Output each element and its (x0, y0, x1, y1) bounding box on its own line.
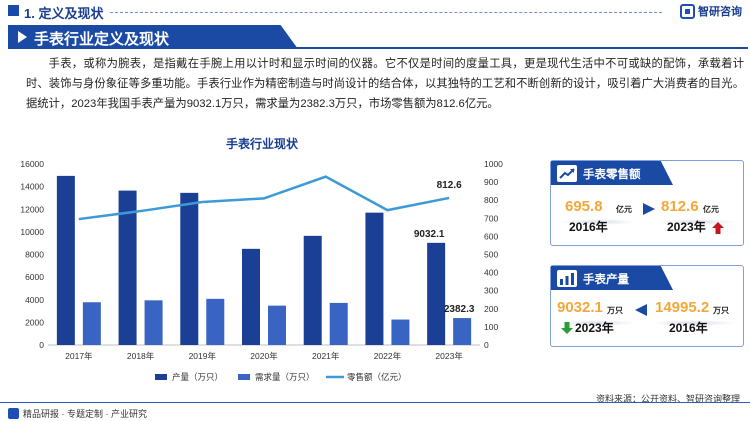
bar-demand (391, 319, 410, 345)
y-left-tick-label: 12000 (20, 204, 44, 214)
footer: 精品研报 · 专题定制 · 产业研究 (0, 402, 750, 421)
brand-name: 智研咨询 (698, 6, 742, 18)
legend-swatch (238, 374, 250, 380)
production-card: 手表产量 9032.1 万只 2023年 14995.2 万只 2016年 (550, 265, 744, 347)
industry-chart: 0 2000 4000 6000 8000 10000 12000 14000 16000 0 10… (20, 159, 503, 382)
section-title: 1. 定义及现状 (24, 6, 104, 21)
bar-production (242, 248, 260, 345)
sales-from-unit: 亿元 (616, 205, 632, 214)
retail-sales-card: 手表零售额 695.8 亿元 2016年 812.6 亿元 2023年 (550, 160, 744, 246)
y-right-tick-label: 800 (484, 195, 498, 205)
footer-divider (0, 402, 750, 403)
brand-mini-icon (8, 408, 19, 419)
brand-logo-icon (680, 3, 695, 19)
y-left-tick-label: 6000 (25, 272, 44, 282)
y-right-tick-label: 700 (484, 213, 498, 223)
bar-demand (144, 300, 163, 345)
x-tick-label: 2018年 (127, 351, 155, 361)
production-to-value: 14995.2 (655, 299, 710, 316)
y-right-tick-label: 400 (484, 268, 498, 278)
y-right-tick-label: 1000 (484, 159, 503, 169)
data-label-retail: 812.6 (437, 180, 462, 191)
legend-swatch (155, 374, 167, 380)
y-left-tick-label: 10000 (20, 227, 44, 237)
footer-tagline: 精品研报 · 专题定制 · 产业研究 (8, 407, 147, 420)
y-right-tick-label: 500 (484, 250, 498, 260)
card-header: 手表零售额 (551, 161, 743, 187)
y-right-tick-label: 100 (484, 322, 498, 332)
x-tick-label: 2023年 (435, 351, 463, 361)
bar-demand (206, 298, 225, 345)
legend-label: 零售额（亿元） (347, 372, 407, 382)
bar-demand (329, 302, 348, 345)
header-divider (110, 12, 662, 13)
sales-to-value: 812.6 (661, 198, 699, 215)
x-tick-label: 2022年 (374, 351, 402, 361)
x-tick-label: 2019年 (189, 351, 217, 361)
y-left-tick-label: 14000 (20, 182, 44, 192)
arrow-down-icon (561, 321, 573, 339)
bar-demand (268, 305, 286, 345)
legend-label: 产量（万只） (172, 372, 223, 382)
y-left-tick-label: 16000 (20, 159, 44, 169)
arrow-left-icon (635, 304, 647, 316)
page-banner: 手表行业定义及现状 (8, 25, 748, 49)
legend-label: 需求量（万只） (255, 372, 315, 382)
card-header: 手表产量 (551, 266, 743, 292)
production-from-value: 9032.1 (557, 299, 603, 316)
bar-production (365, 212, 384, 345)
bar-demand (453, 318, 472, 345)
production-to-unit: 万只 (713, 306, 729, 315)
y-right-tick-label: 900 (484, 177, 498, 187)
y-right-tick-label: 200 (484, 304, 498, 314)
data-label-demand: 2382.3 (444, 304, 475, 315)
arrow-right-icon (643, 203, 655, 215)
x-tick-label: 2017年 (65, 351, 93, 361)
y-right-tick-label: 600 (484, 231, 498, 241)
production-from-year: 2023年 (575, 321, 614, 335)
y-right-tick-label: 300 (484, 286, 498, 296)
brand: 智研咨询 (680, 3, 742, 19)
x-tick-label: 2020年 (250, 351, 278, 361)
banner-background (8, 25, 298, 49)
bar-production (427, 242, 446, 345)
source-note: 资料来源：公开资料、智研咨询整理 (595, 394, 740, 404)
bar-production (118, 190, 137, 345)
bar-production (56, 175, 75, 345)
y-left-tick-label: 2000 (25, 317, 44, 327)
bar-production (303, 235, 322, 345)
chart-title: 手表行业现状 (226, 137, 299, 151)
bar-demand (82, 302, 101, 345)
production-to-year: 2016年 (669, 321, 708, 335)
sales-to-year: 2023年 (667, 220, 706, 234)
top-header: 1. 定义及现状 智研咨询 (0, 0, 750, 22)
card-title: 手表产量 (583, 274, 629, 286)
arrow-up-icon (712, 221, 724, 239)
bar-chart-icon (557, 270, 577, 287)
y-left-tick-label: 8000 (25, 250, 44, 260)
banner-underline (293, 47, 748, 49)
y-right-tick-label: 0 (484, 340, 489, 350)
bar-production (180, 192, 199, 345)
sales-from-value: 695.8 (565, 198, 603, 215)
production-from-unit: 万只 (607, 306, 623, 315)
data-label-production: 9032.1 (414, 229, 445, 240)
sales-from-year: 2016年 (569, 220, 608, 234)
card-title: 手表零售额 (583, 169, 641, 181)
y-left-tick-label: 4000 (25, 295, 44, 305)
intro-paragraph: 手表，或称为腕表，是指戴在手腕上用以计时和显示时间的仪器。它不仅是时间的度量工具… (26, 58, 744, 110)
play-triangle-icon (18, 31, 27, 43)
section-marker (8, 5, 19, 16)
trend-chart-icon (557, 165, 577, 182)
sales-to-unit: 亿元 (703, 205, 719, 214)
x-tick-label: 2021年 (312, 351, 340, 361)
footer-text: 精品研报 · 专题定制 · 产业研究 (23, 409, 147, 419)
page-title: 手表行业定义及现状 (34, 31, 170, 48)
y-left-tick-label: 0 (39, 340, 44, 350)
line-retail-sales (78, 175, 450, 221)
